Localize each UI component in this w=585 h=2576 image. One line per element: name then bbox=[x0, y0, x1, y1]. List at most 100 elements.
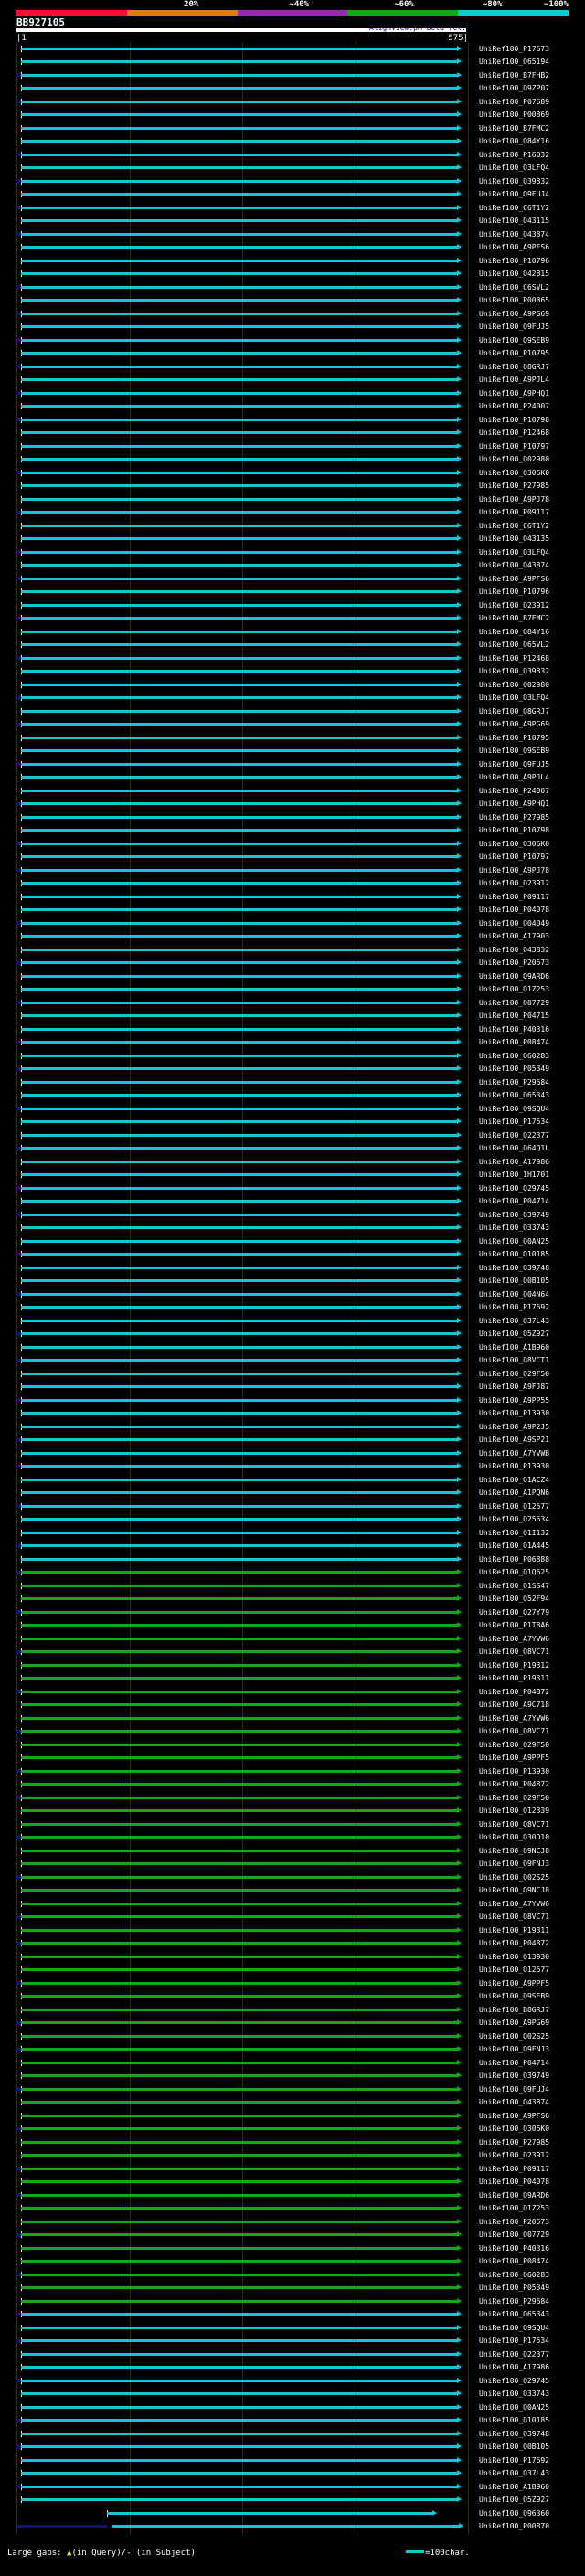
hit-row[interactable]: UniRef100_P19311 bbox=[0, 1924, 585, 1937]
hit-label[interactable]: UniRef100_P10796 bbox=[479, 588, 550, 597]
hsp-bar[interactable] bbox=[21, 2390, 462, 2397]
hsp-bar[interactable] bbox=[21, 1966, 462, 1973]
hsp-bar[interactable] bbox=[21, 1396, 462, 1403]
hsp-bar[interactable] bbox=[21, 1714, 462, 1721]
hit-label[interactable]: UniRef100_Q1SS47 bbox=[479, 1581, 550, 1590]
hsp-bar[interactable] bbox=[21, 2059, 462, 2065]
hit-row[interactable]: UniRef100_O65343 bbox=[0, 2308, 585, 2322]
hit-label[interactable]: UniRef100_Q29F50 bbox=[479, 1369, 550, 1378]
hit-row[interactable]: UniRef100_P17692 bbox=[0, 1301, 585, 1315]
hit-row[interactable]: UniRef100_O04049 bbox=[0, 917, 585, 930]
hit-row[interactable]: UniRef100_P20573 bbox=[0, 2215, 585, 2229]
hit-label[interactable]: UniRef100_Q02980 bbox=[479, 455, 550, 464]
hit-row[interactable]: UniRef100_Q02S25 bbox=[0, 2030, 585, 2043]
hit-row[interactable]: UniRef100_Q29745 bbox=[0, 1182, 585, 1195]
hsp-bar[interactable] bbox=[21, 1237, 462, 1244]
hit-row[interactable]: UniRef100_P05349 bbox=[0, 2282, 585, 2295]
hsp-bar[interactable] bbox=[21, 1118, 462, 1125]
hit-row[interactable]: UniRef100_B7FHB2 bbox=[0, 69, 585, 82]
hit-row[interactable]: UniRef100_Q3LFQ4 bbox=[0, 692, 585, 705]
hit-label[interactable]: UniRef100_P04872 bbox=[479, 1687, 550, 1696]
hit-label[interactable]: UniRef100_Q9FUJ4 bbox=[479, 2084, 550, 2094]
hsp-bar[interactable] bbox=[21, 1502, 462, 1509]
hsp-bar[interactable] bbox=[21, 1781, 462, 1787]
hit-row[interactable]: UniRef100_P20573 bbox=[0, 957, 585, 970]
hit-row[interactable]: UniRef100_P13930 bbox=[0, 1765, 585, 1778]
hit-label[interactable]: UniRef100_P20573 bbox=[479, 2217, 550, 2226]
hit-label[interactable]: UniRef100_P17534 bbox=[479, 2337, 550, 2346]
hit-label[interactable]: UniRef100_O65194 bbox=[479, 58, 550, 67]
hsp-bar[interactable] bbox=[21, 641, 462, 648]
hsp-bar[interactable] bbox=[21, 1873, 462, 1880]
hit-label[interactable]: UniRef100_P10795 bbox=[479, 349, 550, 358]
hit-label[interactable]: UniRef100_O23912 bbox=[479, 600, 550, 610]
hit-label[interactable]: UniRef100_Q29F50 bbox=[479, 1740, 550, 1749]
hit-label[interactable]: UniRef100_Q1Q625 bbox=[479, 1568, 550, 1577]
hit-row[interactable]: UniRef100_Q30D10 bbox=[0, 1831, 585, 1845]
hit-row[interactable]: UniRef100_Q84Y16 bbox=[0, 625, 585, 639]
hsp-bar[interactable] bbox=[21, 933, 462, 939]
hit-label[interactable]: UniRef100_Q8GRJ7 bbox=[479, 706, 550, 716]
hit-row[interactable]: UniRef100_Q0AN25 bbox=[0, 2401, 585, 2414]
hsp-bar[interactable] bbox=[21, 601, 462, 608]
hit-row[interactable]: UniRef100_Q1I132 bbox=[0, 1526, 585, 1540]
hsp-bar[interactable] bbox=[21, 562, 462, 568]
hsp-bar[interactable] bbox=[21, 1317, 462, 1323]
hit-label[interactable]: UniRef100_Q9SQU4 bbox=[479, 1104, 550, 1113]
hit-label[interactable]: UniRef100_Q9NCJ8 bbox=[479, 1886, 550, 1895]
hit-label[interactable]: UniRef100_Q8VC71 bbox=[479, 1727, 550, 1736]
hsp-bar[interactable] bbox=[21, 1555, 462, 1562]
hit-row[interactable]: UniRef100_Q12577 bbox=[0, 1500, 585, 1513]
hit-label[interactable]: UniRef100_Q33743 bbox=[479, 2390, 550, 2399]
hit-row[interactable]: UniRef100_Q43874 bbox=[0, 228, 585, 241]
hit-row[interactable]: UniRef100_P13930 bbox=[0, 1460, 585, 1474]
hit-label[interactable]: UniRef100_P10797 bbox=[479, 853, 550, 862]
hit-row[interactable]: UniRef100_Q1Z253 bbox=[0, 983, 585, 997]
hit-label[interactable]: UniRef100_A9PG69 bbox=[479, 309, 550, 318]
hit-label[interactable]: UniRef100_P09117 bbox=[479, 2164, 550, 2173]
hit-label[interactable]: UniRef100_P12468 bbox=[479, 653, 550, 663]
hsp-bar[interactable] bbox=[21, 2072, 462, 2079]
hit-row[interactable]: UniRef100_P00869 bbox=[0, 109, 585, 122]
hit-row[interactable]: UniRef100_Q13930 bbox=[0, 1950, 585, 1964]
hit-label[interactable]: UniRef100_Q12577 bbox=[479, 1501, 550, 1511]
hit-row[interactable]: UniRef100_Q22377 bbox=[0, 1129, 585, 1142]
hit-label[interactable]: UniRef100_P09117 bbox=[479, 508, 550, 517]
hsp-bar[interactable] bbox=[21, 2231, 462, 2238]
hsp-bar[interactable] bbox=[21, 350, 462, 356]
hsp-bar[interactable] bbox=[21, 1105, 462, 1111]
hit-label[interactable]: UniRef100_Q3LFQ4 bbox=[479, 694, 550, 703]
hsp-bar[interactable] bbox=[21, 416, 462, 422]
hit-label[interactable]: UniRef100_Q39749 bbox=[479, 1210, 550, 1219]
hsp-bar[interactable] bbox=[21, 1092, 462, 1098]
hit-row[interactable]: UniRef100_Q39832 bbox=[0, 665, 585, 679]
hit-label[interactable]: UniRef100_A17986 bbox=[479, 2363, 550, 2372]
hit-label[interactable]: UniRef100_A9PJL4 bbox=[479, 376, 550, 385]
hit-row[interactable]: UniRef100_Q306K0 bbox=[0, 2123, 585, 2136]
hsp-bar[interactable] bbox=[21, 283, 462, 290]
hit-label[interactable]: UniRef100_P07689 bbox=[479, 97, 550, 106]
hit-label[interactable]: UniRef100_A7YVW6 bbox=[479, 1713, 550, 1723]
hsp-bar[interactable] bbox=[21, 999, 462, 1005]
hit-label[interactable]: UniRef100_P00865 bbox=[479, 296, 550, 305]
hit-label[interactable]: UniRef100_Q9FNJ3 bbox=[479, 1860, 550, 1869]
hit-row[interactable]: UniRef100_Q9ZP07 bbox=[0, 82, 585, 96]
hit-row[interactable]: UniRef100_P13930 bbox=[0, 1407, 585, 1421]
hit-row[interactable]: UniRef100_A9PG69 bbox=[0, 718, 585, 732]
hit-label[interactable]: UniRef100_Q27Y79 bbox=[479, 1607, 550, 1617]
hit-label[interactable]: UniRef100_P27985 bbox=[479, 2137, 550, 2147]
hit-row[interactable]: UniRef100_Q29F50 bbox=[0, 1791, 585, 1805]
hit-row[interactable]: UniRef100_Q9FUJ4 bbox=[0, 188, 585, 202]
hit-label[interactable]: UniRef100_A9PPF5 bbox=[479, 1978, 550, 1988]
hsp-bar[interactable] bbox=[21, 813, 462, 820]
hsp-bar[interactable] bbox=[21, 2218, 462, 2224]
hit-label[interactable]: UniRef100_Q8VC71 bbox=[479, 1913, 550, 1922]
hsp-bar[interactable] bbox=[21, 456, 462, 462]
hit-row[interactable]: UniRef100_Q9NCJ8 bbox=[0, 1884, 585, 1898]
hit-label[interactable]: UniRef100_P17692 bbox=[479, 1303, 550, 1312]
hsp-bar[interactable] bbox=[21, 1860, 462, 1867]
hit-row[interactable]: UniRef100_A17903 bbox=[0, 930, 585, 944]
hsp-bar[interactable] bbox=[21, 1582, 462, 1588]
hit-label[interactable]: UniRef100_O23912 bbox=[479, 879, 550, 888]
hsp-bar[interactable] bbox=[21, 2205, 462, 2211]
